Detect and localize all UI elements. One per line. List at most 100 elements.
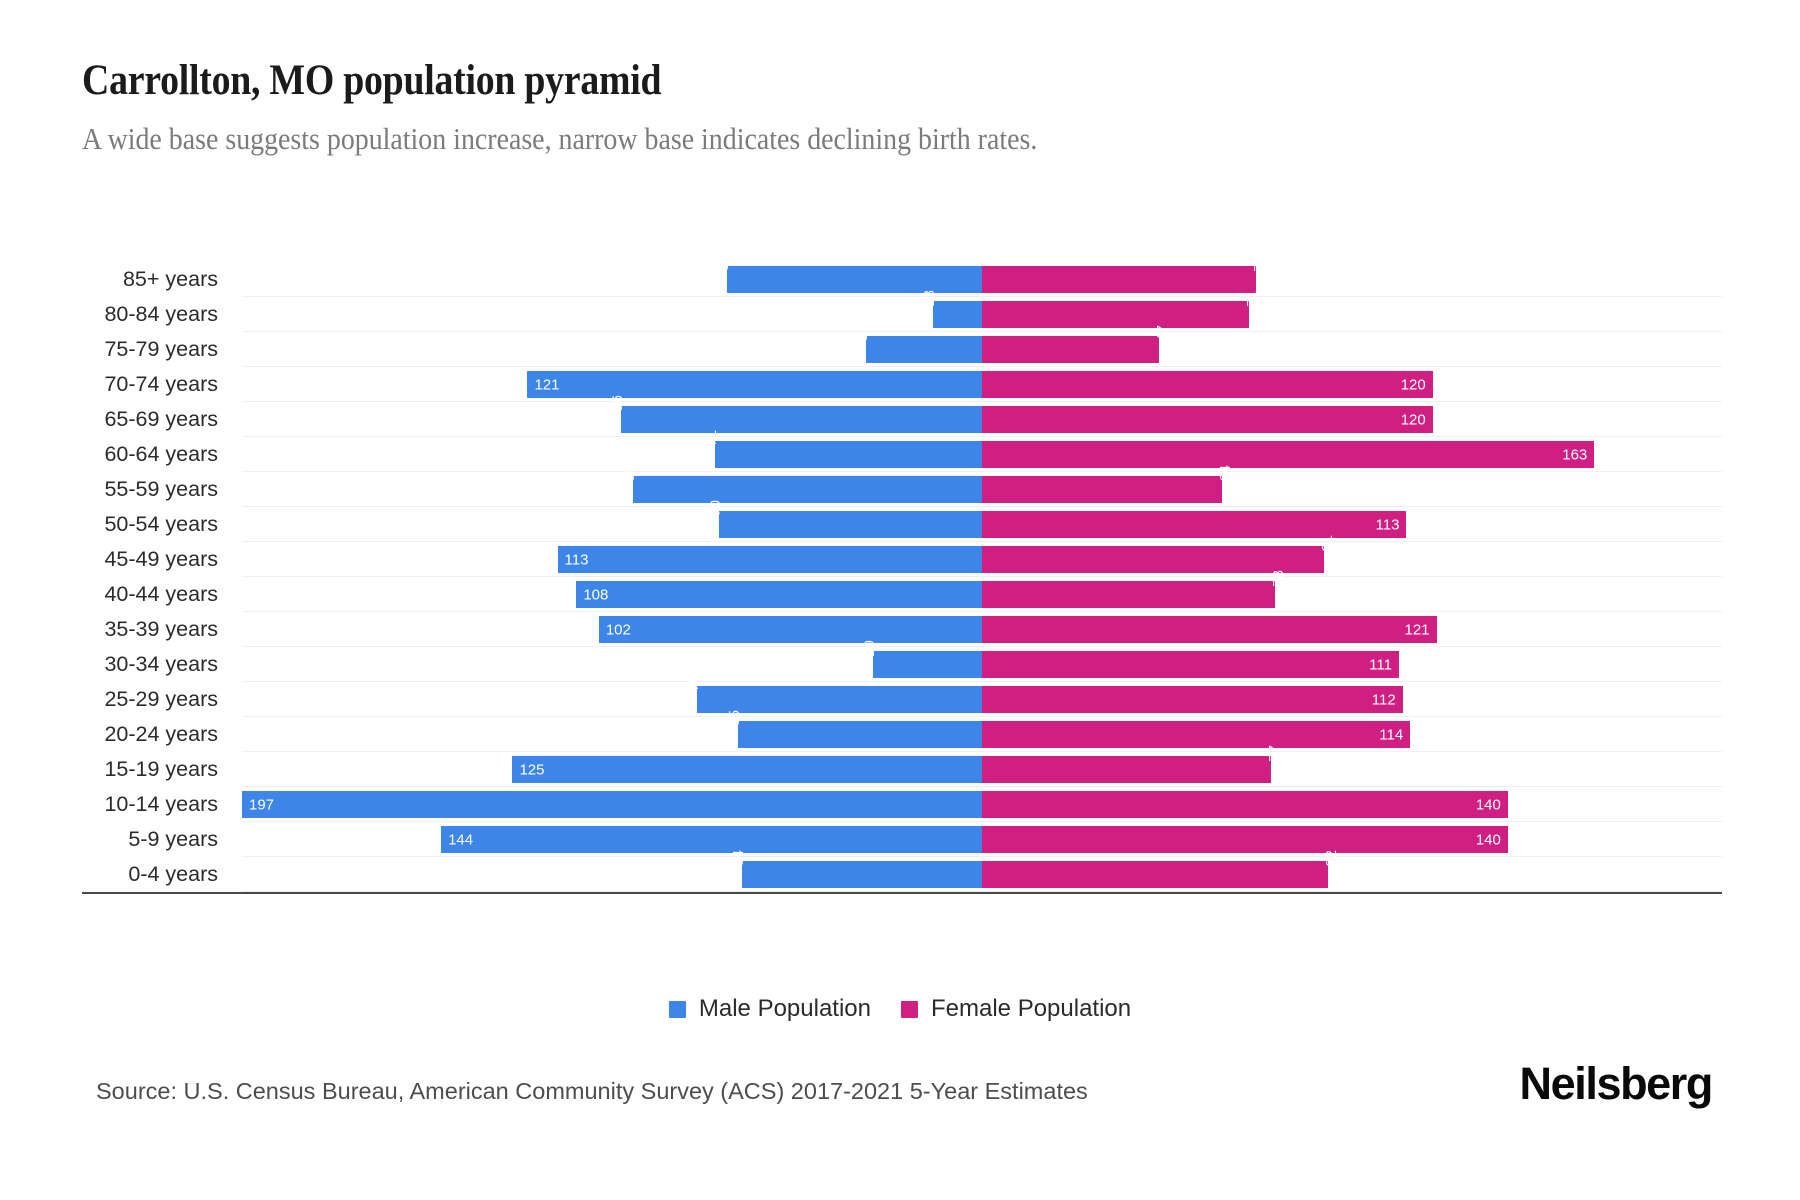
gridline	[242, 541, 1722, 542]
bar-value-female: 114	[1379, 726, 1404, 743]
y-axis-label: 20-24 years	[104, 722, 218, 746]
pyramid-row: 68 73	[242, 254, 1722, 297]
gridline	[242, 436, 1722, 437]
pyramid-row: 13 71	[242, 289, 1722, 332]
gridline	[242, 646, 1722, 647]
bar-male[interactable]: 144	[441, 826, 982, 853]
y-axis-label: 85+ years	[122, 267, 218, 291]
pyramid-row: 64 92	[242, 849, 1722, 892]
gridline	[242, 506, 1722, 507]
bar-male[interactable]: 64	[730, 849, 982, 888]
bar-male[interactable]: 76	[685, 674, 982, 713]
pyramid-row: 102 121	[242, 612, 1722, 647]
gridline	[242, 891, 1722, 892]
bar-female[interactable]: 73	[982, 254, 1268, 293]
bar-value-female: 73	[1251, 254, 1269, 272]
bar-female[interactable]: 120	[982, 406, 1433, 433]
gridline	[242, 471, 1722, 472]
chart-legend: Male Population Female Population	[0, 995, 1800, 1023]
pyramid-row: 31 47	[242, 324, 1722, 367]
bar-value-female: 111	[1369, 656, 1392, 673]
pyramid-row: 29 111	[242, 639, 1722, 682]
gridline	[242, 296, 1722, 297]
pyramid-row: 93 64	[242, 464, 1722, 507]
gridline	[242, 331, 1722, 332]
y-axis-label: 15-19 years	[104, 757, 218, 781]
chart-subtitle: A wide base suggests population increase…	[82, 121, 1038, 156]
bar-male[interactable]: 121	[527, 371, 982, 398]
bar-male[interactable]: 93	[621, 464, 982, 503]
y-axis-label: 50-54 years	[104, 512, 218, 536]
bar-female[interactable]: 120	[982, 371, 1433, 398]
bar-value-male: 76	[684, 674, 702, 692]
bar-female[interactable]: 140	[982, 826, 1508, 853]
bar-male[interactable]: 70	[707, 499, 982, 538]
bar-male[interactable]: 125	[512, 756, 982, 783]
bar-value-female: 121	[1404, 621, 1430, 638]
legend-swatch-male-icon	[668, 1000, 686, 1018]
bar-female[interactable]: 64	[982, 464, 1234, 503]
bar-male[interactable]: 108	[576, 581, 982, 608]
legend-item-male[interactable]: Male Population	[668, 995, 871, 1023]
brand-logo: Neilsberg	[1519, 1058, 1714, 1109]
bar-male[interactable]: 113	[557, 546, 982, 573]
bar-value-female: 64	[1217, 464, 1235, 482]
bar-male[interactable]: 197	[242, 791, 982, 818]
source-note: Source: U.S. Census Bureau, American Com…	[96, 1078, 1088, 1104]
bar-male[interactable]: 102	[598, 616, 982, 643]
y-axis-label: 65-69 years	[104, 407, 218, 431]
bar-female[interactable]: 91	[982, 534, 1336, 573]
bar-female[interactable]: 114	[982, 721, 1411, 748]
bar-value-male: 64	[729, 849, 747, 867]
gridline	[242, 576, 1722, 577]
y-axis-label: 30-34 years	[104, 652, 218, 676]
page-title: Carrollton, MO population pyramid	[82, 57, 662, 104]
bar-female[interactable]: 121	[982, 616, 1437, 643]
bar-value-male: 102	[605, 621, 631, 638]
bar-value-female: 120	[1400, 411, 1426, 428]
bar-value-male: 125	[519, 761, 545, 778]
bar-value-female: 120	[1400, 376, 1426, 393]
bar-female[interactable]: 92	[982, 849, 1340, 888]
bar-value-male: 31	[853, 324, 871, 342]
bar-female[interactable]: 140	[982, 791, 1508, 818]
pyramid-row: 65 114	[242, 709, 1722, 752]
y-axis-label: 45-49 years	[104, 547, 218, 571]
legend-item-female[interactable]: Female Population	[901, 995, 1131, 1023]
bar-male[interactable]: 71	[703, 429, 982, 468]
bar-male[interactable]: 96	[609, 394, 982, 433]
pyramid-row: 70 113	[242, 499, 1722, 542]
bar-female[interactable]: 78	[982, 569, 1287, 608]
bar-female[interactable]: 77	[982, 744, 1283, 783]
bar-female[interactable]: 111	[982, 651, 1399, 678]
y-axis-label: 35-39 years	[104, 617, 218, 641]
bar-female[interactable]: 112	[982, 686, 1403, 713]
bar-female[interactable]: 71	[982, 289, 1261, 328]
pyramid-row: 76 112	[242, 674, 1722, 717]
bar-female[interactable]: 163	[982, 441, 1595, 468]
bar-value-male: 93	[620, 464, 638, 482]
bar-female[interactable]: 47	[982, 324, 1171, 363]
bar-value-female: 112	[1371, 691, 1396, 708]
bar-male[interactable]: 13	[921, 289, 982, 328]
legend-label-female: Female Population	[931, 995, 1132, 1022]
bar-value-male: 144	[448, 831, 474, 848]
bar-male[interactable]: 29	[861, 639, 982, 678]
bar-male[interactable]: 31	[854, 324, 982, 363]
bar-male[interactable]: 68	[715, 254, 982, 293]
bar-value-male: 70	[707, 499, 725, 517]
pyramid-row: 197 140	[242, 787, 1722, 822]
bar-male[interactable]: 65	[726, 709, 982, 748]
pyramid-row: 71 163	[242, 429, 1722, 472]
bar-female[interactable]: 113	[982, 511, 1407, 538]
gridline	[242, 751, 1722, 752]
pyramid-row: 144 140	[242, 822, 1722, 857]
pyramid-row: 125 77	[242, 744, 1722, 787]
gridline	[242, 401, 1722, 402]
pyramid-row: 121 120	[242, 367, 1722, 402]
pyramid-row: 108 78	[242, 569, 1722, 612]
bar-value-female: 140	[1475, 796, 1501, 813]
bar-value-female: 71	[1243, 289, 1261, 307]
y-axis-label: 10-14 years	[104, 792, 218, 816]
